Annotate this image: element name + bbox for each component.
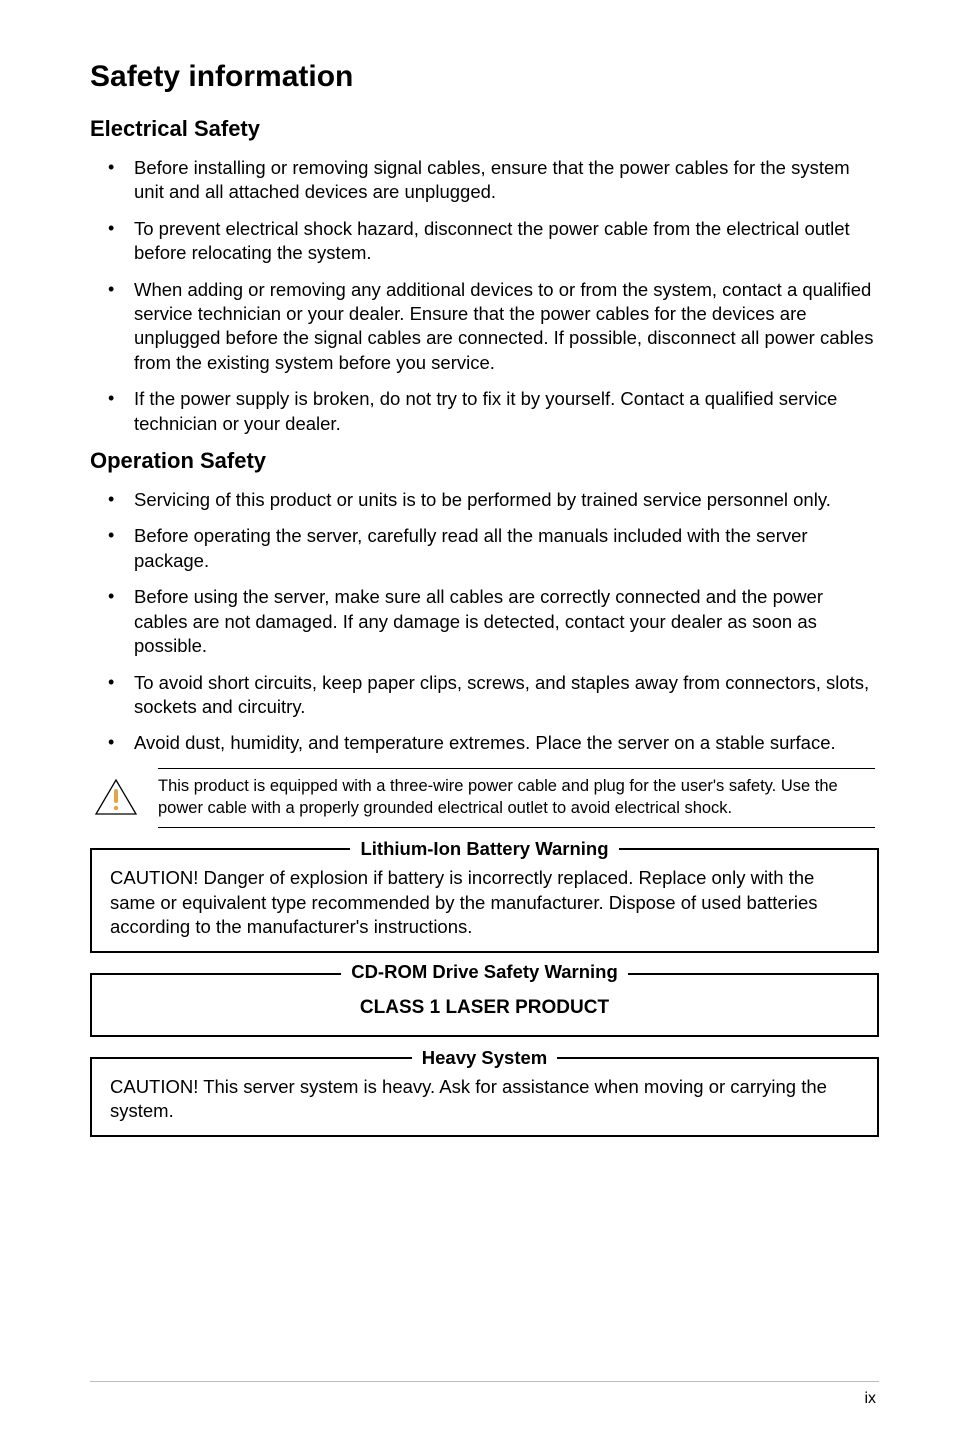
heavy-warning-title: Heavy System — [412, 1047, 557, 1069]
cdrom-warning-subtitle: CLASS 1 LASER PRODUCT — [360, 995, 609, 1020]
heavy-warning-body: CAUTION! This server system is heavy. As… — [110, 1075, 859, 1124]
notice-text: This product is equipped with a three-wi… — [158, 775, 875, 820]
page-number: ix — [864, 1390, 876, 1408]
cdrom-warning-box: CD-ROM Drive Safety Warning CLASS 1 LASE… — [90, 973, 879, 1036]
list-item: To prevent electrical shock hazard, disc… — [90, 217, 879, 266]
section-title-electrical: Electrical Safety — [90, 116, 879, 142]
list-item: Before using the server, make sure all c… — [90, 585, 879, 658]
list-item: When adding or removing any additional d… — [90, 278, 879, 376]
electrical-list: Before installing or removing signal cab… — [90, 156, 879, 436]
heavy-warning-box: Heavy System CAUTION! This server system… — [90, 1057, 879, 1138]
footer-rule — [90, 1381, 879, 1382]
page-title: Safety information — [90, 60, 879, 94]
lithium-warning-box: Lithium-Ion Battery Warning CAUTION! Dan… — [90, 848, 879, 953]
list-item: If the power supply is broken, do not tr… — [90, 387, 879, 436]
list-item: Servicing of this product or units is to… — [90, 488, 879, 512]
caution-icon — [94, 778, 138, 823]
list-item: Avoid dust, humidity, and temperature ex… — [90, 731, 879, 755]
cdrom-warning-title: CD-ROM Drive Safety Warning — [341, 961, 628, 983]
list-item: Before installing or removing signal cab… — [90, 156, 879, 205]
operation-list: Servicing of this product or units is to… — [90, 488, 879, 756]
lithium-warning-title: Lithium-Ion Battery Warning — [350, 838, 618, 860]
section-title-operation: Operation Safety — [90, 448, 879, 474]
lithium-warning-body: CAUTION! Danger of explosion if battery … — [110, 866, 859, 939]
warning-notice: This product is equipped with a three-wi… — [90, 768, 879, 829]
list-item: To avoid short circuits, keep paper clip… — [90, 671, 879, 720]
list-item: Before operating the server, carefully r… — [90, 524, 879, 573]
